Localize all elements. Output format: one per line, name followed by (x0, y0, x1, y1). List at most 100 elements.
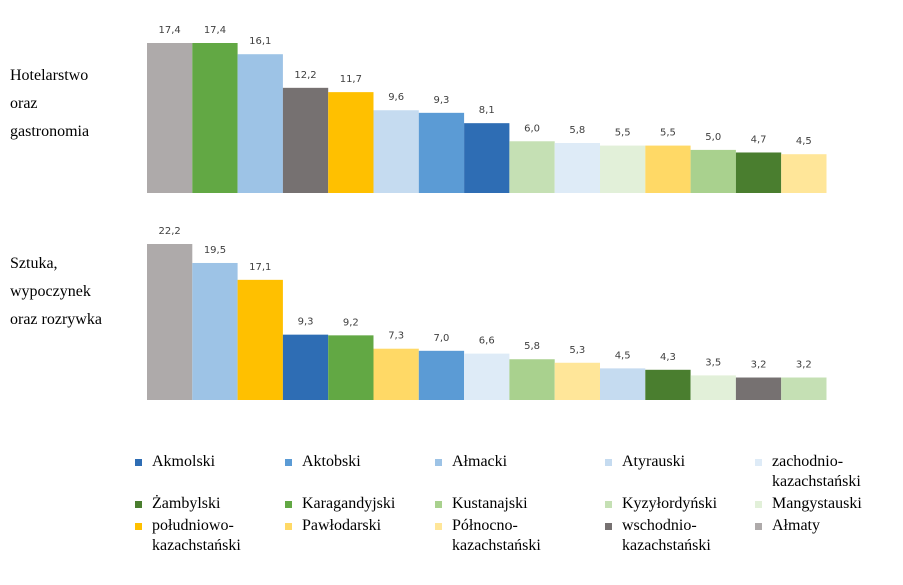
data-label: 3,2 (796, 360, 812, 371)
bar (509, 141, 555, 193)
bar (690, 149, 736, 193)
data-label: 5,3 (569, 345, 585, 356)
data-label: 11,7 (340, 74, 362, 85)
data-label: 5,5 (660, 128, 676, 139)
bar (147, 43, 193, 193)
legend-label: Mangystauski (772, 495, 862, 512)
data-label: 17,4 (204, 25, 226, 36)
bar (690, 375, 736, 400)
data-label: 7,3 (388, 331, 404, 342)
legend-swatch (755, 523, 762, 530)
legend-item: Północno-kazachstański (435, 516, 605, 556)
legend-label: wschodnio-kazachstański (622, 517, 711, 554)
legend-swatch (605, 523, 612, 530)
legend-swatch (435, 459, 442, 466)
data-label: 4,7 (751, 134, 767, 145)
legend-label: Karagandyjski (302, 495, 396, 512)
bar (735, 152, 782, 193)
data-label: 22,2 (159, 226, 181, 237)
bar (237, 279, 283, 400)
bar (464, 353, 510, 400)
bar (192, 262, 238, 400)
data-label: 5,5 (615, 128, 631, 139)
bar (418, 350, 465, 400)
bar (554, 143, 600, 193)
bar (645, 145, 691, 193)
legend-label: Aktobski (302, 453, 361, 470)
legend-swatch (285, 459, 292, 466)
bar (600, 145, 646, 193)
data-label: 7,0 (433, 333, 449, 344)
bar (328, 335, 374, 400)
legend-item: Karagandyjski (285, 494, 435, 514)
legend-label: Kyzyłordyński (622, 495, 718, 512)
data-label: 4,5 (796, 136, 812, 147)
legend-swatch (285, 501, 292, 508)
data-label: 8,1 (479, 105, 495, 116)
data-label: 6,0 (524, 123, 540, 134)
data-label: 16,1 (249, 36, 271, 47)
legend-swatch (135, 459, 142, 466)
legend-swatch (755, 459, 762, 466)
bar (373, 110, 419, 193)
legend-swatch (285, 523, 292, 530)
bar (237, 54, 283, 194)
legend-label: Pawłodarski (302, 517, 382, 534)
bar (554, 362, 600, 400)
legend-label: Żambylski (152, 495, 221, 512)
legend-item: Żambylski (135, 494, 285, 514)
legend-label: południowo-kazachstański (152, 517, 241, 554)
legend-label: Ałmaty (772, 517, 820, 534)
data-label: 9,3 (298, 317, 314, 328)
bar (645, 369, 691, 400)
legend-swatch (435, 523, 442, 530)
legend-swatch (135, 501, 142, 508)
legend-label: Atyrauski (622, 453, 686, 470)
legend-item: Atyrauski (605, 452, 755, 492)
legend: Akmolski Aktobski Ałmacki Atyrauski zachodni… (135, 452, 903, 556)
bar (282, 87, 329, 193)
legend-label: Akmolski (152, 453, 216, 470)
legend-item: Aktobski (285, 452, 435, 492)
bar (282, 334, 329, 400)
data-label: 4,5 (615, 350, 631, 361)
data-label: 9,2 (343, 317, 359, 328)
legend-label: Kustanajski (452, 495, 528, 512)
legend-swatch (605, 501, 612, 508)
legend-item: Kustanajski (435, 494, 605, 514)
legend-swatch (605, 459, 612, 466)
legend-item: Pawłodarski (285, 516, 435, 556)
bar (328, 92, 374, 193)
legend-item: zachodnio-kazachstański (755, 452, 900, 492)
bar (781, 154, 827, 193)
legend-item: południowo-kazachstański (135, 516, 285, 556)
panel-title: Hotelarstwo oraz gastronomia (10, 67, 90, 140)
data-label: 3,2 (751, 360, 767, 371)
legend-item: Akmolski (135, 452, 285, 492)
data-label: 17,1 (249, 262, 271, 273)
data-label: 9,3 (433, 95, 449, 106)
data-label: 5,0 (705, 132, 721, 143)
legend-swatch (435, 501, 442, 508)
legend-item: Ałmacki (435, 452, 605, 492)
bar (509, 359, 555, 400)
bar (147, 244, 193, 400)
data-label: 12,2 (294, 70, 316, 81)
legend-swatch (755, 501, 762, 508)
legend-label: zachodnio-kazachstański (772, 453, 861, 490)
data-label: 6,6 (479, 336, 495, 347)
bar (781, 377, 827, 400)
data-label: 3,5 (705, 357, 721, 368)
data-label: 17,4 (159, 25, 181, 36)
bar (192, 43, 238, 193)
bar (600, 368, 646, 400)
data-label: 5,8 (524, 341, 540, 352)
panel-title: Sztuka, wypoczynek oraz rozrywka (10, 255, 102, 328)
data-label: 4,3 (660, 352, 676, 363)
legend-label: Ałmacki (452, 453, 508, 470)
legend-swatch (135, 523, 142, 530)
data-label: 9,6 (388, 92, 404, 103)
legend-item: Ałmaty (755, 516, 900, 556)
